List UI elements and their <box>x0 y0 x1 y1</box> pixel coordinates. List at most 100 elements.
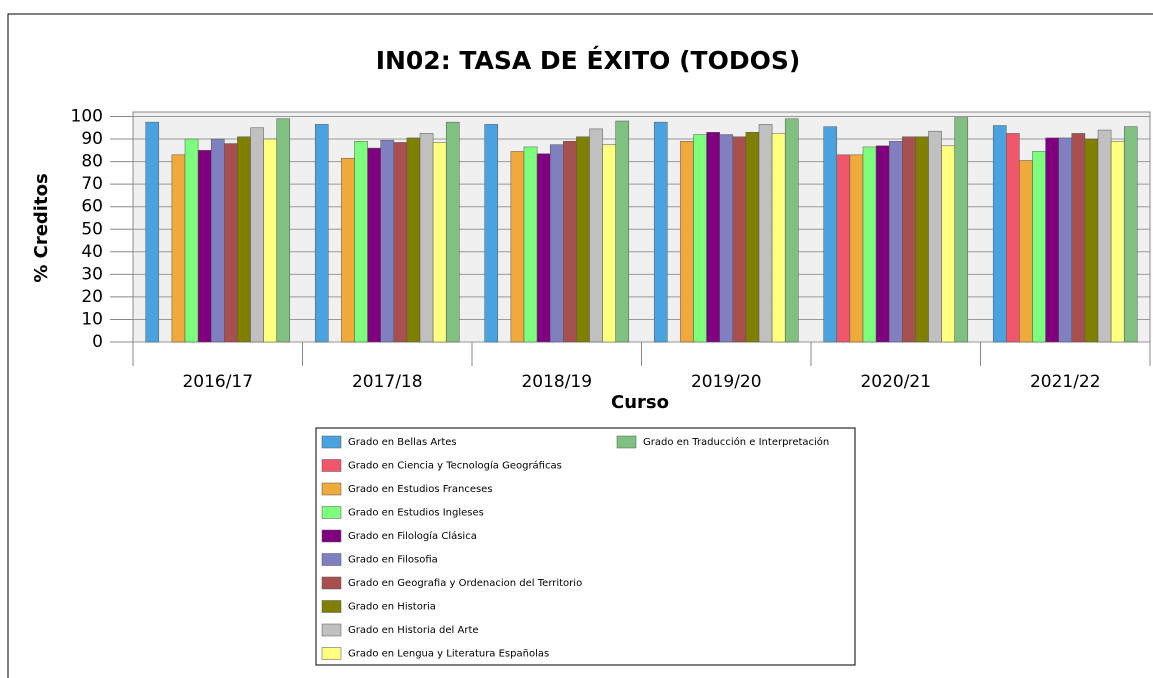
bar <box>928 130 942 343</box>
bar <box>771 133 786 343</box>
legend-label: Grado en Filología Clásica <box>348 530 477 542</box>
legend-label: Grado en Lengua y Literatura Españolas <box>348 649 549 660</box>
legend-swatch <box>616 435 637 449</box>
legend-label: Grado en Filosofia <box>348 555 438 566</box>
x-tick-label: 2019/20 <box>691 372 762 392</box>
legend-swatch <box>321 506 342 519</box>
bar <box>184 138 199 343</box>
legend-label: Grado en Geografia y Ordenacion del Terr… <box>348 578 582 589</box>
bar <box>276 118 291 343</box>
bar <box>836 154 851 343</box>
y-tick-label: 20 <box>81 287 103 307</box>
y-tick-label: 50 <box>81 219 103 239</box>
bar <box>875 145 890 343</box>
y-tick-label: 70 <box>81 174 103 194</box>
legend-swatch <box>321 553 342 566</box>
bar <box>954 117 969 343</box>
frame <box>7 13 1153 678</box>
y-axis-label: % Creditos <box>31 173 52 282</box>
bar <box>419 133 434 343</box>
bar <box>1071 133 1086 343</box>
bar <box>393 142 408 343</box>
bar <box>237 136 251 343</box>
bar <box>536 153 551 343</box>
legend-swatch <box>321 623 342 637</box>
bar <box>432 142 447 343</box>
bar <box>484 124 499 343</box>
bar <box>523 146 538 343</box>
bar <box>197 150 212 343</box>
bar <box>1110 141 1125 343</box>
bar <box>888 141 903 343</box>
bar <box>1123 126 1138 343</box>
legend-swatch <box>321 435 342 449</box>
chart-title: IN02: TASA DE ÉXITO (TODOS) <box>376 46 801 75</box>
bar <box>1097 129 1112 343</box>
bar <box>693 134 707 343</box>
legend-swatch <box>321 482 342 496</box>
bar <box>745 132 760 343</box>
legend-label: Grado en Historia <box>348 602 436 613</box>
bar <box>915 136 929 343</box>
bar <box>1084 138 1099 343</box>
bar <box>576 136 590 343</box>
bar <box>145 121 160 343</box>
x-tick-label: 2018/19 <box>521 372 592 392</box>
bar <box>549 144 564 343</box>
bar <box>1019 160 1033 343</box>
legend-swatch <box>321 576 342 590</box>
bar <box>510 151 525 343</box>
bar <box>1032 151 1046 343</box>
bar <box>706 132 720 343</box>
y-tick-label: 100 <box>71 107 103 127</box>
bar <box>1045 137 1059 343</box>
bar <box>380 139 395 343</box>
bar <box>992 125 1007 343</box>
legend-swatch <box>321 600 342 613</box>
bar <box>367 147 381 343</box>
bar <box>680 141 694 343</box>
bar <box>406 137 421 343</box>
bar <box>263 138 277 343</box>
legend-label: Grado en Bellas Artes <box>348 437 457 448</box>
bar <box>862 146 877 343</box>
y-tick-label: 90 <box>81 129 103 149</box>
x-tick-label: 2020/21 <box>860 372 931 392</box>
bar <box>445 121 460 343</box>
legend-label: Grado en Traducción e Interpretación <box>643 436 829 448</box>
legend-label: Grado en Ciencia y Tecnología Geográfica… <box>348 460 562 472</box>
bar <box>784 118 799 343</box>
y-tick-label: 80 <box>81 152 103 172</box>
y-tick-label: 60 <box>81 197 103 217</box>
bar <box>602 144 616 343</box>
y-tick-label: 40 <box>81 242 103 262</box>
bar <box>341 157 355 343</box>
x-tick-label: 2016/17 <box>182 372 253 392</box>
legend <box>315 427 856 666</box>
bar <box>589 128 603 343</box>
bar <box>849 154 864 343</box>
bar <box>563 141 577 343</box>
legend-swatch <box>321 459 342 472</box>
legend-swatch <box>321 647 342 660</box>
bar <box>1006 133 1020 343</box>
bar <box>615 120 630 343</box>
y-tick-label: 30 <box>81 264 103 284</box>
bar <box>823 126 838 343</box>
bar <box>1058 137 1073 343</box>
bar <box>732 136 747 343</box>
legend-swatch <box>321 529 342 543</box>
bar <box>941 145 955 343</box>
bar <box>250 127 264 343</box>
x-axis-label: Curso <box>611 392 669 413</box>
legend-label: Grado en Historia del Arte <box>348 625 479 636</box>
x-tick-label: 2017/18 <box>352 372 423 392</box>
x-tick-label: 2021/22 <box>1030 372 1101 392</box>
bar <box>171 154 186 343</box>
y-tick-label: 10 <box>81 309 103 329</box>
legend-label: Grado en Estudios Franceses <box>348 484 493 495</box>
bar <box>719 134 734 343</box>
bar <box>224 143 238 343</box>
bar <box>354 141 368 343</box>
